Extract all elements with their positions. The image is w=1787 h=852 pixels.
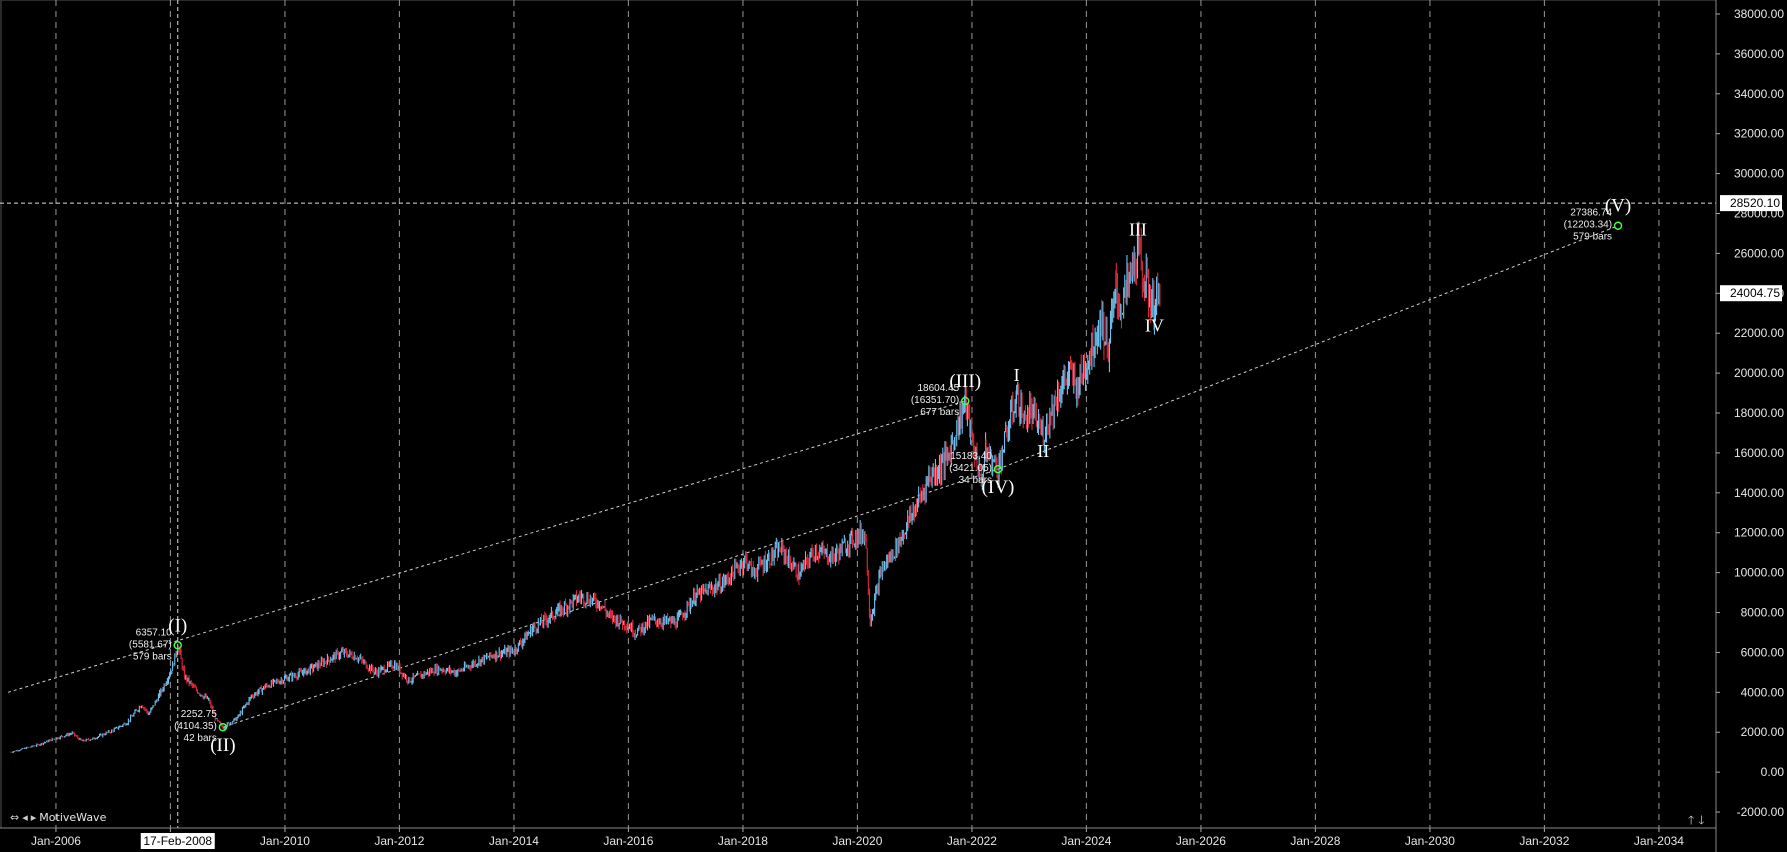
pivot-marker (993, 464, 1003, 474)
pivot-marker (218, 722, 228, 732)
wave-label: I (1014, 365, 1020, 385)
y-tick-label: 34000.00 (1734, 87, 1784, 101)
y-tick-label: 12000.00 (1734, 526, 1784, 540)
pivot-marker (960, 396, 970, 406)
grid-layer (0, 0, 1717, 829)
scroll-controls: 🡑 🡓 (1688, 811, 1705, 832)
y-tick-label: 8000.00 (1741, 606, 1785, 620)
x-tick-label: Jan-2016 (603, 834, 653, 848)
y-tick-label: 0.00 (1761, 765, 1785, 779)
pivot-annotation-text: 2252.75 (181, 709, 218, 720)
y-tick-label: 10000.00 (1734, 566, 1784, 580)
pivot-annotation-text: 27386.74 (1570, 208, 1612, 219)
y-tick-label: 6000.00 (1741, 645, 1785, 659)
y-tick-label: -2000.00 (1737, 805, 1785, 819)
cursor-date-label: 17-Feb-2008 (143, 834, 212, 848)
x-tick-label: Jan-2022 (947, 834, 997, 848)
wave-label: (II) (210, 735, 235, 756)
wave-label: IV (1145, 315, 1164, 335)
wave-label: (III) (949, 371, 981, 392)
x-tick-label: Jan-2012 (374, 834, 424, 848)
pivot-annotation-text: 18604.45 (917, 383, 959, 394)
pivot-annotation-text: 42 bars (184, 733, 217, 744)
y-tick-label: 14000.00 (1734, 486, 1784, 500)
x-tick-label: Jan-2034 (1634, 834, 1684, 848)
y-tick-label: 32000.00 (1734, 127, 1784, 141)
y-tick-label: 22000.00 (1734, 326, 1784, 340)
wave-annotations: 6357.10(5581.67)579 bars2252.75(4104.35)… (129, 196, 1631, 756)
cursor-date-box (140, 833, 215, 849)
pan-right-icon[interactable]: ▸ (30, 811, 36, 824)
pivot-annotation-text: (4104.35) (174, 721, 217, 732)
y-tick-label: 18000.00 (1734, 406, 1784, 420)
last-price-label: 24004.75 (1730, 286, 1780, 300)
scroll-up-icon[interactable]: 🡑 (1688, 813, 1695, 827)
wave-label: II (1037, 441, 1049, 461)
pivot-annotation-text: 15183.40 (950, 451, 992, 462)
chart-frame (0, 0, 1717, 829)
y-tick-label: 16000.00 (1734, 446, 1784, 460)
brand-bar: ⇔ ◂ ▸ MotiveWave (10, 811, 106, 824)
pivot-annotation-text: (16351.70) (911, 395, 959, 406)
x-tick-label: Jan-2032 (1519, 834, 1569, 848)
pivot-annotation-text: 677 bars (920, 407, 959, 418)
pan-left-right-icon[interactable]: ⇔ (10, 811, 19, 824)
y-tick-label: 4000.00 (1741, 685, 1785, 699)
trend-line (997, 225, 1619, 470)
y-tick-label: 26000.00 (1734, 246, 1784, 260)
x-tick-label: Jan-2020 (832, 834, 882, 848)
x-tick-label: Jan-2026 (1176, 834, 1226, 848)
y-tick-label: 20000.00 (1734, 366, 1784, 380)
wave-label: (IV) (982, 477, 1015, 498)
x-tick-label: Jan-2006 (31, 834, 81, 848)
trend-line (7, 400, 966, 693)
pivot-annotation-text: 579 bars (1573, 232, 1612, 243)
pivot-marker (1613, 221, 1623, 230)
pivot-annotation-text: (3421.05) (949, 463, 992, 474)
pivot-annotation-text: 6357.10 (136, 627, 173, 638)
x-tick-label: Jan-2024 (1061, 834, 1111, 848)
scroll-down-icon[interactable]: 🡓 (1698, 813, 1705, 827)
cursor-value-label: 28520.10 (1730, 196, 1780, 210)
trend-line (222, 468, 999, 728)
x-tick-label: Jan-2028 (1290, 834, 1340, 848)
x-tick-label: Jan-2018 (718, 834, 768, 848)
trend-lines (7, 225, 1619, 728)
cursor-value-box (1720, 195, 1782, 212)
wave-label: (V) (1605, 196, 1631, 217)
y-tick-label: 36000.00 (1734, 47, 1784, 61)
brand-name: MotiveWave (39, 811, 107, 824)
pivot-annotation-text: 579 bars (133, 651, 172, 662)
price-bars (9, 221, 1161, 753)
pivot-marker (173, 641, 182, 650)
x-tick-label: Jan-2010 (260, 834, 310, 848)
y-tick-label: 38000.00 (1734, 7, 1784, 21)
wave-label: (I) (168, 615, 187, 636)
pan-left-icon[interactable]: ◂ (22, 811, 27, 824)
y-tick-label: 30000.00 (1734, 167, 1784, 181)
y-tick-label: 2000.00 (1741, 725, 1785, 739)
wave-label: III (1129, 219, 1147, 239)
pivot-annotation-text: (12203.34) (1564, 220, 1612, 231)
pivot-annotation-text: (5581.67) (129, 639, 172, 650)
pivot-annotation-text: 34 bars (959, 475, 992, 486)
x-tick-label: Jan-2014 (489, 834, 539, 848)
x-tick-label: Jan-2030 (1405, 834, 1455, 848)
last-price-box (1720, 285, 1782, 302)
